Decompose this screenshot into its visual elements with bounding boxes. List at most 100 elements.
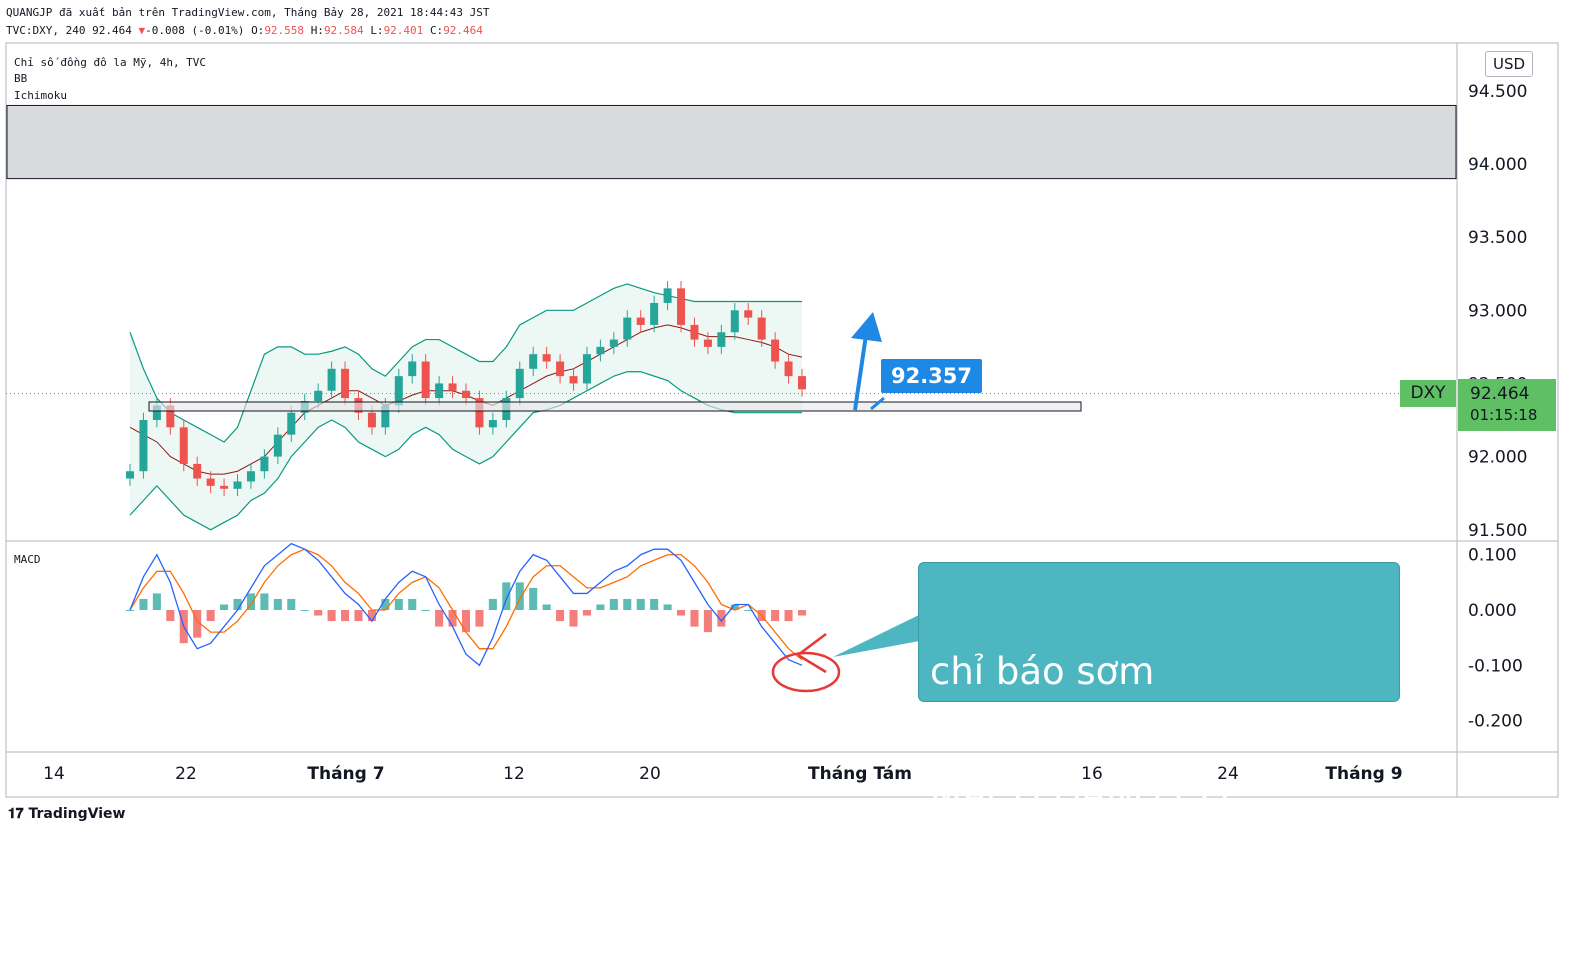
close-label: C: (429, 24, 444, 37)
macd-histogram-bar (784, 610, 793, 622)
macd-histogram-bar (730, 604, 739, 611)
support-zone (148, 401, 1082, 412)
candle-body (193, 463, 202, 479)
candle-body (381, 405, 390, 428)
candle-body (650, 302, 659, 325)
candle (569, 368, 578, 391)
legend-bb[interactable]: BB (14, 72, 28, 85)
macd-histogram-bar (152, 593, 161, 611)
high-value: 92.584 (323, 24, 364, 37)
candle (327, 361, 336, 399)
tradingview-logo-icon: 𝟏𝟕 (8, 806, 24, 822)
publish-info: QUANGJP đã xuất bản trên TradingView.com… (6, 6, 490, 19)
resistance-zone (6, 104, 1457, 180)
candle-body (784, 361, 793, 377)
macd-histogram-bar (623, 598, 632, 611)
red-circle-annotation (771, 633, 841, 693)
candle (730, 302, 739, 340)
candle-body (220, 485, 229, 489)
candle (757, 310, 766, 347)
macd-callout: chỉ báo sơm MACD ĐANG CÓ DẤU HIỆU ĐẢO CH… (918, 562, 1400, 938)
macd-histogram-bar (394, 598, 403, 611)
ohlc-line: TVC:DXY, 240 92.464 ▼-0.008 (-0.01%) O:9… (6, 24, 483, 37)
price-annotation-label: 92.357 (881, 359, 982, 393)
currency-button[interactable]: USD (1485, 51, 1533, 77)
macd-histogram-bar (515, 582, 524, 611)
candle-body (394, 376, 403, 406)
candle-body (287, 412, 296, 435)
price-tick-label: 92.000 (1468, 448, 1527, 468)
time-tick-label: 20 (639, 764, 661, 784)
legend-macd[interactable]: MACD (14, 553, 41, 566)
branding-text: TradingView (28, 806, 126, 822)
candle (515, 361, 524, 406)
candle-body (757, 317, 766, 340)
macd-tick-label: 0.100 (1468, 546, 1517, 566)
candle-body (260, 456, 269, 472)
down-triangle-icon: ▼ (138, 24, 146, 37)
price-tick-label: 94.500 (1468, 82, 1527, 102)
time-tick-label: 14 (43, 764, 65, 784)
candle (609, 332, 618, 355)
chart-canvas[interactable]: 94.50094.00093.50093.00092.50092.00091.5… (0, 0, 1581, 840)
tradingview-logo[interactable]: 𝟏𝟕 TradingView (8, 806, 125, 822)
macd-histogram-bar (771, 610, 780, 622)
candle-body (408, 361, 417, 377)
macd-tick-label: -0.200 (1468, 712, 1523, 732)
candle (206, 471, 215, 494)
candle (260, 449, 269, 479)
candle (798, 368, 806, 397)
last-price-value: 92.464 (1470, 384, 1530, 404)
callout-pointer (833, 612, 925, 657)
candle-body (690, 324, 699, 340)
candle (650, 295, 659, 333)
macd-histogram-bar (529, 587, 538, 611)
macd-histogram-bar (354, 610, 363, 622)
macd-histogram-bar (435, 610, 444, 627)
macd-histogram-bar (166, 610, 175, 622)
candle-body (542, 354, 551, 362)
macd-signal-line (129, 548, 803, 661)
macd-histogram-bar (206, 610, 215, 622)
macd-histogram-bar (246, 593, 255, 611)
candle (784, 354, 793, 384)
macd-histogram-bar (327, 610, 336, 622)
macd-histogram-bar (502, 582, 511, 611)
macd-histogram-bar (690, 610, 699, 627)
macd-histogram-bar (569, 610, 578, 627)
legend-title[interactable]: Chỉ số đồng đô la Mỹ, 4h, TVC (14, 56, 207, 69)
candle-body (744, 310, 753, 318)
candle-body (771, 339, 780, 362)
macd-histogram-bar (300, 610, 309, 612)
macd-histogram-bar (341, 610, 350, 622)
candle-body (421, 361, 430, 399)
callout-line-3: DẤU HIỆU ĐẢO CHIỀU (930, 896, 1346, 939)
candle (220, 478, 229, 497)
last-price-badge: 92.464 01:15:18 (1458, 379, 1556, 431)
macd-histogram-bar (139, 598, 148, 611)
candle-body (367, 412, 376, 428)
macd-histogram-bar (287, 598, 296, 611)
callout-line-1: chỉ báo sơm (930, 650, 1155, 693)
time-tick-label: Tháng 7 (307, 764, 384, 784)
price-tick-label: 93.500 (1468, 228, 1527, 248)
high-label: H: (310, 24, 324, 37)
candle (448, 376, 457, 399)
candle (663, 281, 672, 311)
candle-body (462, 390, 470, 399)
legend-ichimoku[interactable]: Ichimoku (14, 89, 67, 102)
macd-line (129, 542, 803, 667)
candle-body (609, 339, 618, 347)
chart-frame (5, 42, 1559, 798)
macd-histogram-bar (582, 610, 591, 616)
macd-histogram-bar (596, 604, 605, 611)
bb-upper-band (129, 283, 802, 443)
macd-histogram-bar (408, 598, 417, 611)
candle-body (677, 288, 686, 325)
macd-histogram-bar (488, 598, 497, 611)
candle-body (126, 471, 134, 479)
candle-body (798, 376, 806, 390)
macd-histogram-bar (677, 610, 686, 616)
candle (717, 324, 726, 355)
candle-body (448, 383, 457, 391)
